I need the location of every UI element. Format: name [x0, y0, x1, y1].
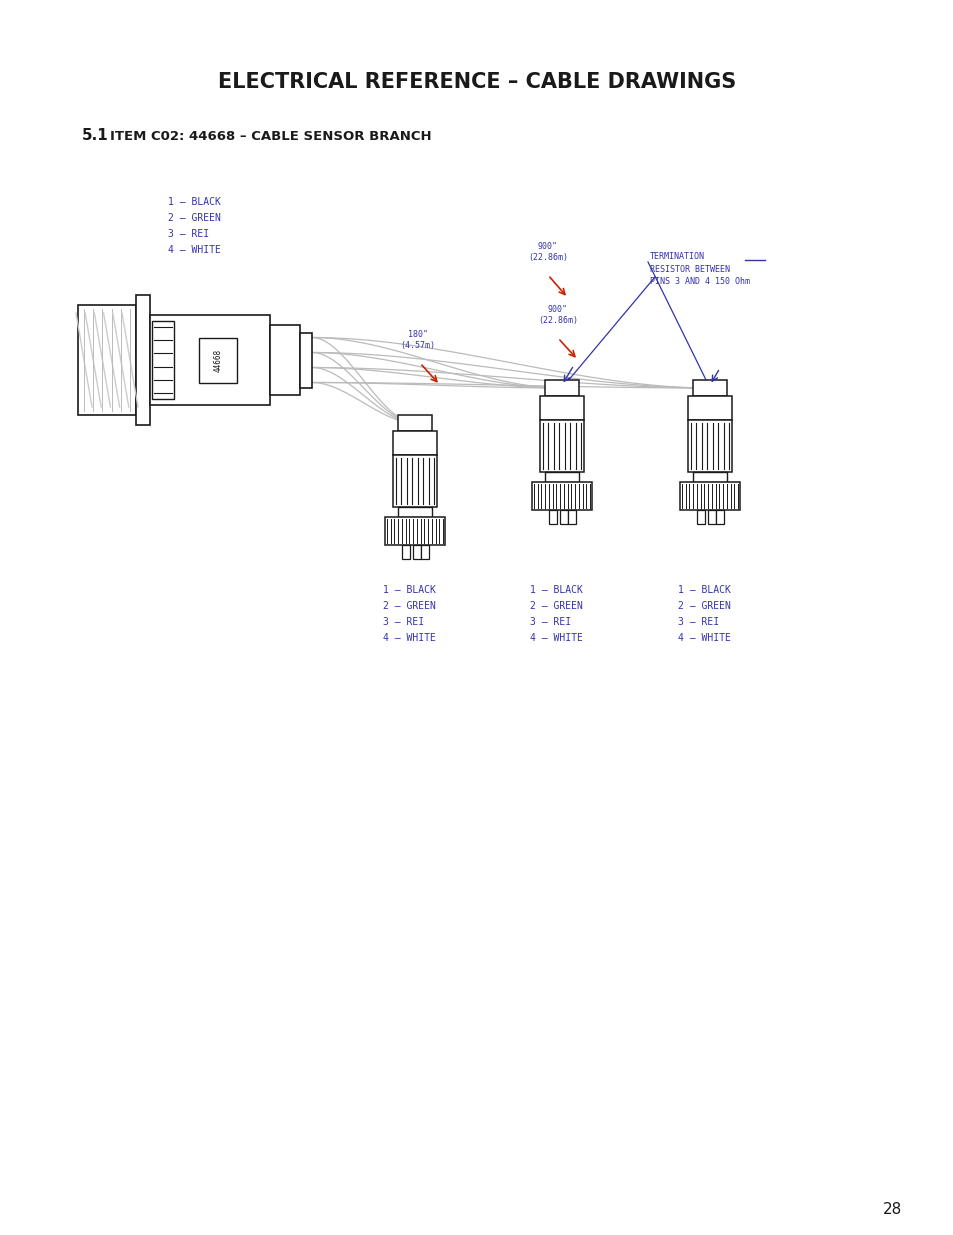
Bar — [401, 545, 410, 559]
Text: 2 – GREEN: 2 – GREEN — [530, 601, 582, 611]
Text: 2 – GREEN: 2 – GREEN — [382, 601, 436, 611]
Text: 180"
(4.57m): 180" (4.57m) — [400, 330, 435, 350]
Bar — [397, 508, 432, 517]
Bar — [385, 517, 444, 545]
Bar — [687, 420, 731, 472]
Bar — [413, 545, 420, 559]
Text: 2 – GREEN: 2 – GREEN — [168, 212, 221, 224]
Text: TERMINATION
RESISTOR BETWEEN
PINS 3 AND 4 150 Ohm: TERMINATION RESISTOR BETWEEN PINS 3 AND … — [649, 252, 749, 287]
Bar — [199, 337, 236, 383]
Bar — [299, 332, 312, 388]
Text: 4 – WHITE: 4 – WHITE — [382, 634, 436, 643]
Text: 900"
(22.86m): 900" (22.86m) — [527, 242, 567, 262]
Bar — [544, 472, 578, 482]
Bar — [679, 482, 740, 510]
Bar — [397, 415, 432, 431]
Bar — [393, 454, 436, 508]
Text: 4 – WHITE: 4 – WHITE — [678, 634, 730, 643]
Bar — [559, 510, 567, 524]
Bar — [548, 510, 557, 524]
Text: 4 – WHITE: 4 – WHITE — [168, 245, 221, 254]
Bar — [78, 305, 136, 415]
Text: 5.1: 5.1 — [82, 128, 109, 143]
Text: 28: 28 — [882, 1203, 902, 1218]
Text: 3 – REI: 3 – REI — [530, 618, 571, 627]
Bar — [544, 380, 578, 396]
Bar — [152, 321, 173, 399]
Text: 3 – REI: 3 – REI — [382, 618, 424, 627]
Text: ELECTRICAL REFERENCE – CABLE DRAWINGS: ELECTRICAL REFERENCE – CABLE DRAWINGS — [217, 72, 736, 91]
Bar — [687, 396, 731, 420]
Text: 1 – BLACK: 1 – BLACK — [168, 198, 221, 207]
Text: 4 – WHITE: 4 – WHITE — [530, 634, 582, 643]
Bar — [136, 295, 150, 425]
Bar — [567, 510, 576, 524]
Bar — [716, 510, 723, 524]
Bar — [539, 420, 583, 472]
Text: 3 – REI: 3 – REI — [168, 228, 209, 240]
Bar — [393, 431, 436, 454]
Text: 1 – BLACK: 1 – BLACK — [678, 585, 730, 595]
Text: ITEM C02: 44668 – CABLE SENSOR BRANCH: ITEM C02: 44668 – CABLE SENSOR BRANCH — [110, 130, 431, 142]
Bar — [692, 380, 726, 396]
Bar — [532, 482, 592, 510]
Bar — [697, 510, 704, 524]
Bar — [270, 325, 299, 395]
Text: 900"
(22.86m): 900" (22.86m) — [537, 305, 578, 325]
Bar — [150, 315, 270, 405]
Text: 44668: 44668 — [213, 348, 222, 372]
Text: 1 – BLACK: 1 – BLACK — [530, 585, 582, 595]
Bar — [707, 510, 716, 524]
Bar — [692, 472, 726, 482]
Bar — [420, 545, 429, 559]
Text: 2 – GREEN: 2 – GREEN — [678, 601, 730, 611]
Text: 3 – REI: 3 – REI — [678, 618, 719, 627]
Text: 1 – BLACK: 1 – BLACK — [382, 585, 436, 595]
Bar — [539, 396, 583, 420]
